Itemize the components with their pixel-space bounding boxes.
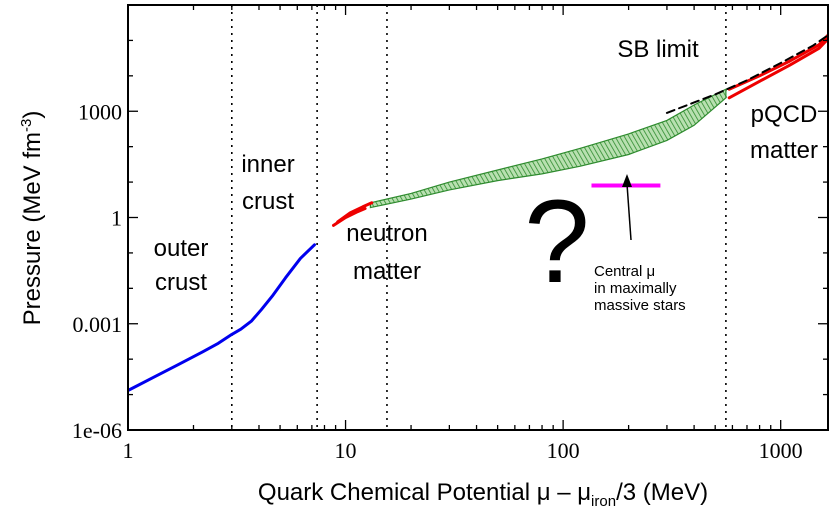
central-mu-arrow [622, 174, 632, 241]
label-central-mu: Central μ in maximally massive stars [594, 263, 686, 314]
plot-area [128, 5, 828, 430]
y-tick-label: 1 [111, 206, 122, 231]
y-axis-label: Pressure (MeV fm-3) [18, 111, 46, 326]
axes-frame [127, 4, 829, 431]
label-outer-crust: outer crust [154, 235, 209, 296]
series-outer-crust [128, 243, 316, 392]
series-chiral-eft-upper [336, 201, 374, 224]
interpolation-band [369, 88, 727, 209]
x-tick-label: 1 [123, 438, 134, 463]
y-tick-label: 0.001 [73, 312, 123, 337]
label-inner-crust: inner crust [241, 151, 294, 215]
series-pqcd-upper [727, 33, 828, 91]
label-neutron-matter: neutron matter [346, 220, 427, 285]
label-sb-limit: SB limit [617, 36, 699, 63]
series-sb-limit [665, 34, 828, 114]
axis-ticks [127, 4, 828, 431]
x-tick-label: 100 [547, 438, 580, 463]
y-tick-label: 1e-06 [72, 418, 122, 443]
annotations: outer crust inner crust neutron matter pQCD… [154, 36, 818, 314]
band-layer [369, 88, 727, 209]
label-pqcd-matter: pQCD matter [750, 101, 818, 164]
question-mark: ? [524, 176, 590, 308]
region-boundaries [231, 5, 727, 430]
series-pqcd-lower [727, 37, 828, 100]
x-tick-label: 10 [335, 438, 357, 463]
series-layer [128, 33, 828, 392]
y-tick-label: 1000 [78, 99, 122, 124]
x-axis-label: Quark Chemical Potential μ – μiron/3 (Me… [258, 479, 708, 510]
axis-tick-labels: 1 10 100 1000 1e-06 0.001 1 1000 [72, 99, 803, 463]
x-tick-label: 1000 [759, 438, 803, 463]
